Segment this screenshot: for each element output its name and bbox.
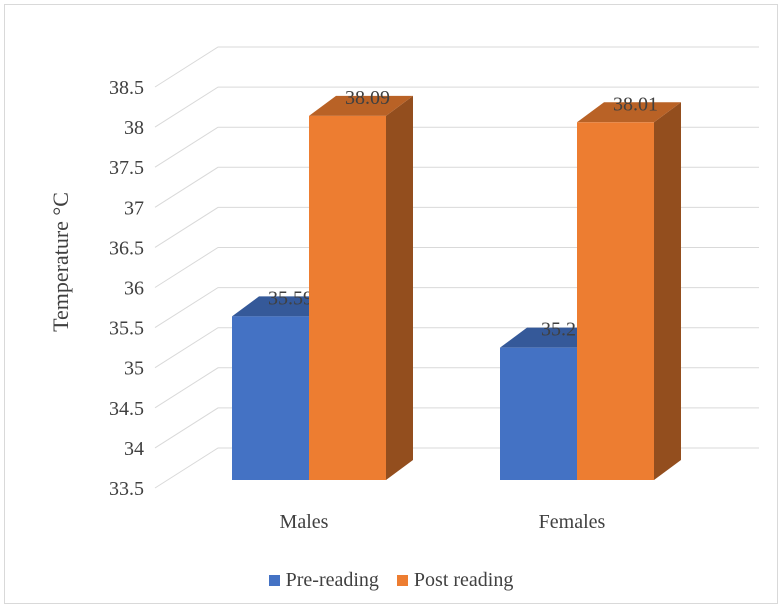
x-tick-labels: Males Females (280, 511, 606, 533)
bar-top (309, 95, 413, 116)
x-tick-label: Females (539, 511, 606, 533)
y-tick-label: 35 (124, 358, 144, 380)
gridline (154, 86, 759, 128)
x-tick-label: Males (280, 511, 329, 533)
y-tick-label: 36.5 (109, 237, 144, 259)
bars: 35.59 38.09 35.2 38.01 (232, 87, 681, 481)
data-label: 38.01 (613, 93, 658, 115)
legend-label-pre-reading: Pre-reading (285, 569, 379, 591)
gridlines (154, 46, 759, 489)
legend-item-post-reading: Post reading (396, 569, 514, 592)
y-tick-label: 37 (124, 197, 144, 219)
legend-item-pre-reading: Pre-reading (268, 569, 379, 592)
y-tick-label: 38 (124, 117, 144, 139)
data-label: 35.2 (541, 319, 576, 341)
bar-front (500, 347, 577, 480)
bar-front (232, 316, 309, 480)
legend-label-post-reading: Post reading (413, 569, 514, 591)
y-tick-labels: 33.5 34 34.5 35 35.5 36 36.5 37 37.5 38 38.5 (109, 77, 144, 500)
bar-side (654, 102, 681, 480)
bar-post-reading-females (577, 102, 681, 480)
legend-swatch-pre-reading (268, 575, 280, 586)
y-tick-label: 36 (124, 278, 144, 300)
bar-front (309, 115, 386, 481)
y-tick-label: 34 (124, 438, 144, 460)
bar-side (386, 95, 413, 480)
bar-chart: 33.5 34 34.5 35 35.5 36 36.5 37 37.5 38 38.5 Tempe… (48, 46, 759, 533)
y-tick-label: 35.5 (109, 318, 144, 340)
data-label: 38.09 (345, 87, 390, 109)
legend: Pre-reading Post reading (5, 569, 777, 592)
legend-swatch-post-reading (396, 575, 408, 586)
y-tick-label: 33.5 (109, 478, 144, 500)
y-tick-label: 34.5 (109, 398, 144, 420)
chart-frame: 33.5 34 34.5 35 35.5 36 36.5 37 37.5 38 38.5 Tempe… (4, 4, 778, 604)
y-tick-label: 37.5 (109, 157, 144, 179)
data-label: 35.59 (268, 287, 313, 309)
y-axis-label: Temperature °C (48, 192, 73, 332)
bar-front (577, 122, 654, 480)
y-tick-label: 38.5 (109, 77, 144, 99)
bar-top (577, 102, 681, 123)
gridline (154, 46, 759, 88)
bar-post-reading-males (309, 95, 413, 481)
